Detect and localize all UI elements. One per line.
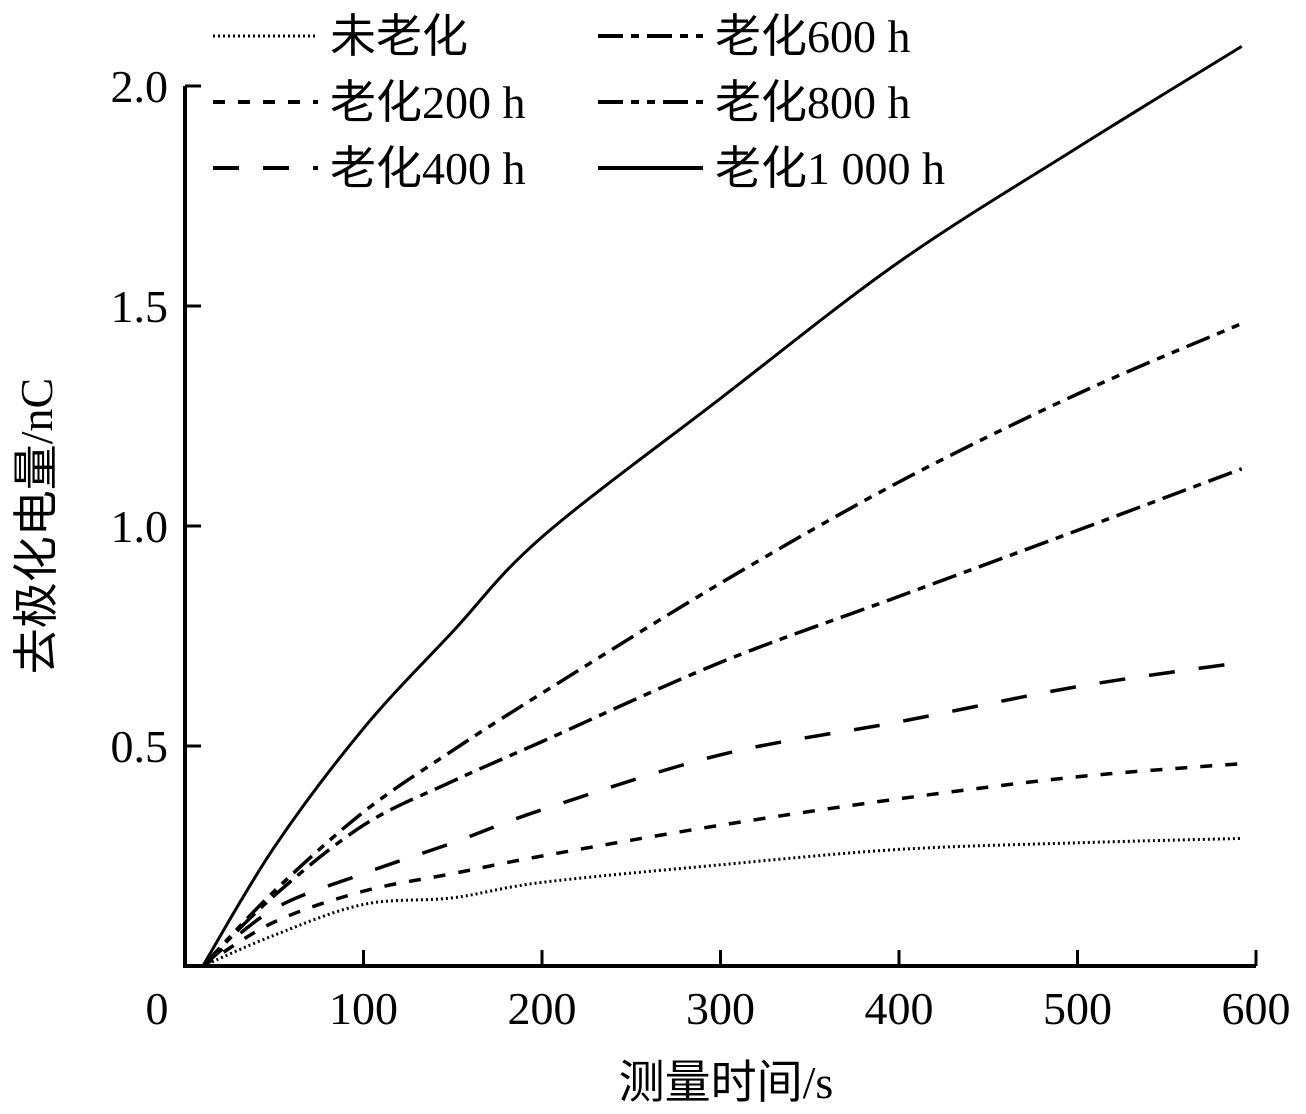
y-tick-label: 2.0	[111, 61, 169, 112]
x-tick-label: 300	[686, 983, 755, 1034]
legend-label-0: 未老化	[330, 11, 468, 62]
y-tick-label: 0.5	[111, 721, 169, 772]
series-line-4	[201, 321, 1243, 968]
series-line-3	[201, 467, 1243, 968]
x-tick-label: 600	[1222, 983, 1291, 1034]
x-tick-label: 200	[508, 983, 577, 1034]
legend-label-2: 老化400 h	[330, 143, 526, 194]
y-tick-label: 1.0	[111, 501, 169, 552]
series-line-0	[202, 836, 1242, 968]
x-tick-label: 400	[865, 983, 934, 1034]
y-axis-title: 去极化电量/nC	[11, 378, 62, 674]
series-line-5	[201, 45, 1243, 967]
series-line-2	[201, 660, 1242, 968]
y-tick-label: 1.5	[111, 281, 169, 332]
legend-label-4: 老化800 h	[715, 77, 911, 128]
series-line-1	[201, 761, 1242, 968]
series-group	[201, 45, 1243, 968]
legend-label-1: 老化200 h	[330, 77, 526, 128]
axes: 0 100 200 300 400 500 600 0.5 1.0 1.5 2.0	[111, 61, 1291, 1034]
x-tick-label: 0	[146, 983, 169, 1034]
legend-label-3: 老化600 h	[715, 11, 911, 62]
x-tick-label: 100	[329, 983, 398, 1034]
x-tick-label: 500	[1043, 983, 1112, 1034]
legend-label-5: 老化1 000 h	[715, 143, 945, 194]
x-axis-title: 测量时间/s	[619, 1057, 834, 1108]
